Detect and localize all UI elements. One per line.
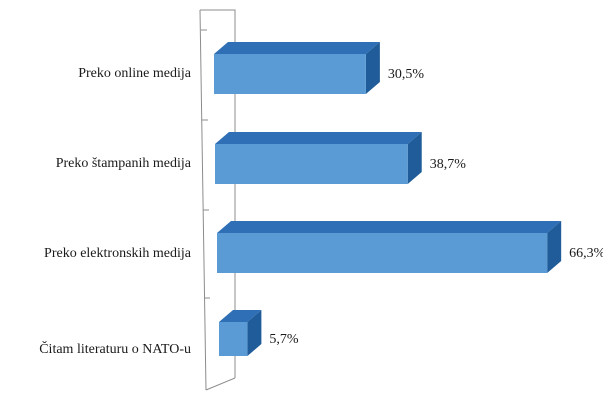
value-label: 66,3% — [569, 246, 603, 261]
bar-top-face — [215, 132, 422, 144]
bar-top-face — [217, 221, 562, 233]
bar — [215, 144, 408, 184]
bar — [219, 322, 248, 356]
bar — [217, 233, 548, 273]
value-label: 30,5% — [388, 67, 425, 82]
bar-top-face — [219, 310, 262, 322]
bars-group — [214, 42, 562, 356]
category-label: Čitam literaturu o NATO-u — [39, 340, 191, 357]
floor-line — [205, 377, 236, 391]
bar-side-face — [247, 310, 262, 356]
vertical-axis-line — [199, 9, 207, 391]
value-label: 38,7% — [430, 157, 467, 172]
category-label: Preko elektronskih medija — [44, 246, 192, 261]
value-labels: 30,5% 38,7% 66,3% 5,7% — [269, 67, 603, 347]
bar-side-face — [547, 221, 562, 273]
bar-side-face — [365, 42, 380, 94]
category-label: Preko štampanih medija — [56, 156, 192, 171]
value-label: 5,7% — [269, 332, 299, 347]
bar — [214, 54, 366, 94]
category-labels: Preko online medija Preko štampanih medi… — [39, 66, 192, 357]
bar-side-face — [407, 132, 422, 184]
bar-top-face — [214, 42, 380, 54]
category-label: Preko online medija — [78, 66, 192, 81]
